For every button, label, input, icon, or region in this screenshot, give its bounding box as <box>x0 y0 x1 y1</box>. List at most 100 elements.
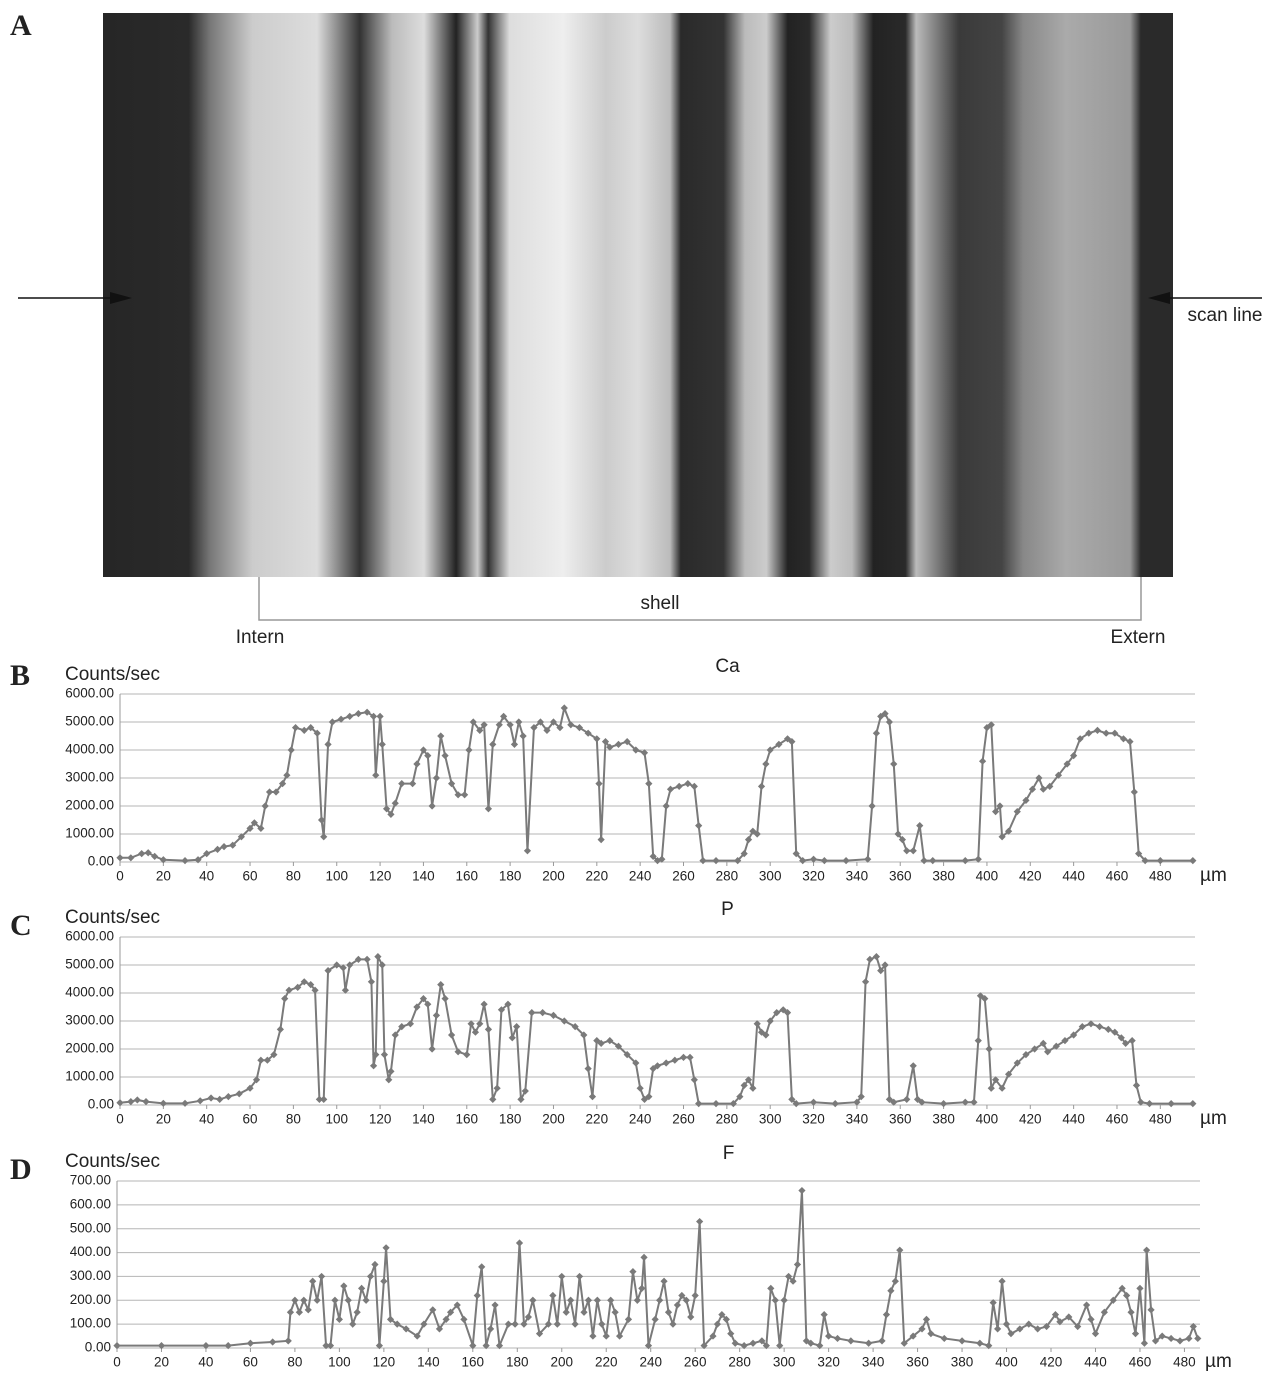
data-point <box>881 961 889 969</box>
data-point <box>1132 1081 1141 1089</box>
data-point <box>138 850 146 858</box>
data-point <box>278 780 287 788</box>
data-point <box>775 740 783 748</box>
data-point <box>246 1084 254 1092</box>
data-point <box>487 1325 495 1333</box>
data-point <box>1127 1308 1135 1316</box>
data-point <box>1109 1296 1117 1304</box>
data-point <box>307 981 315 989</box>
data-point <box>1054 771 1063 779</box>
data-point <box>644 1342 653 1350</box>
data-point <box>757 782 766 790</box>
data-point <box>287 746 295 754</box>
x-tick-label: 320 <box>802 1112 825 1127</box>
data-point <box>235 1090 243 1098</box>
x-tick-label: 220 <box>595 1355 618 1370</box>
x-tick-label: 300 <box>759 869 782 884</box>
data-point <box>885 718 894 726</box>
data-point <box>495 721 503 729</box>
data-point <box>989 1299 997 1307</box>
data-point <box>887 1287 895 1295</box>
data-point <box>519 732 527 740</box>
data-point <box>632 1059 640 1067</box>
data-point <box>523 847 532 855</box>
data-point <box>807 1339 815 1347</box>
data-point <box>1061 1037 1069 1045</box>
data-point <box>203 850 211 858</box>
data-point <box>1151 1337 1160 1345</box>
data-point <box>378 740 386 748</box>
data-point <box>792 1100 800 1108</box>
data-point <box>731 1339 739 1347</box>
data-point <box>877 712 885 720</box>
data-point <box>1051 1311 1060 1319</box>
data-point <box>842 857 850 865</box>
data-point <box>909 1332 917 1340</box>
x-tick-label: 80 <box>287 1355 302 1370</box>
data-point <box>1034 1325 1042 1333</box>
data-point <box>1100 1308 1108 1316</box>
data-point <box>740 850 748 858</box>
data-point <box>974 855 982 863</box>
data-point <box>424 752 432 760</box>
data-point <box>202 1342 210 1350</box>
data-point <box>861 978 870 986</box>
x-tick-label: 100 <box>325 1112 348 1127</box>
data-point <box>528 1009 536 1017</box>
data-point <box>291 724 300 732</box>
data-point <box>476 1020 484 1028</box>
data-point <box>229 841 237 849</box>
data-point <box>909 1062 917 1070</box>
data-point <box>903 847 911 855</box>
data-point <box>469 718 477 726</box>
data-point <box>1070 1031 1078 1039</box>
panel-label: B <box>10 659 30 692</box>
x-axis-label: µm <box>1200 1108 1227 1129</box>
data-point <box>376 712 384 720</box>
data-point <box>380 1277 388 1285</box>
data-point <box>987 721 995 729</box>
data-point <box>734 857 742 865</box>
data-point <box>976 992 985 1000</box>
data-point <box>317 1272 326 1281</box>
data-point <box>865 1339 873 1347</box>
data-point <box>391 1031 399 1039</box>
data-point <box>116 1099 124 1107</box>
data-point <box>623 738 631 746</box>
data-point <box>375 1342 384 1350</box>
data-point <box>645 1093 653 1101</box>
x-tick-label: 420 <box>1040 1355 1063 1370</box>
data-point <box>358 1284 366 1292</box>
x-tick-label: 40 <box>198 1355 213 1370</box>
shell-label: shell <box>640 593 679 614</box>
x-tick-label: 360 <box>906 1355 929 1370</box>
data-point <box>847 1337 855 1345</box>
data-point <box>798 1186 806 1195</box>
x-tick-label: 440 <box>1062 869 1085 884</box>
data-point <box>633 1296 641 1304</box>
data-point <box>593 735 601 743</box>
data-point <box>320 833 328 841</box>
data-point <box>669 1320 677 1328</box>
data-point <box>495 1342 504 1350</box>
data-point <box>398 780 406 788</box>
data-point <box>420 1320 428 1328</box>
data-point <box>442 1315 450 1323</box>
y-tick-label: 0.00 <box>85 1340 111 1355</box>
data-point <box>614 1042 623 1050</box>
x-tick-label: 120 <box>373 1355 396 1370</box>
data-point <box>740 1081 748 1089</box>
data-point <box>346 712 354 720</box>
y-tick-label: 4000.00 <box>65 985 114 1000</box>
data-point <box>780 1296 788 1304</box>
x-tick-label: 60 <box>243 1355 258 1370</box>
y-tick-label: 300.00 <box>70 1268 111 1283</box>
data-point <box>1141 857 1149 865</box>
data-point <box>718 1311 726 1319</box>
data-point <box>891 1277 899 1285</box>
data-point <box>996 802 1004 810</box>
data-point <box>369 712 378 720</box>
y-tick-label: 6000.00 <box>65 929 114 944</box>
data-point <box>294 983 302 991</box>
data-point <box>224 1342 232 1350</box>
